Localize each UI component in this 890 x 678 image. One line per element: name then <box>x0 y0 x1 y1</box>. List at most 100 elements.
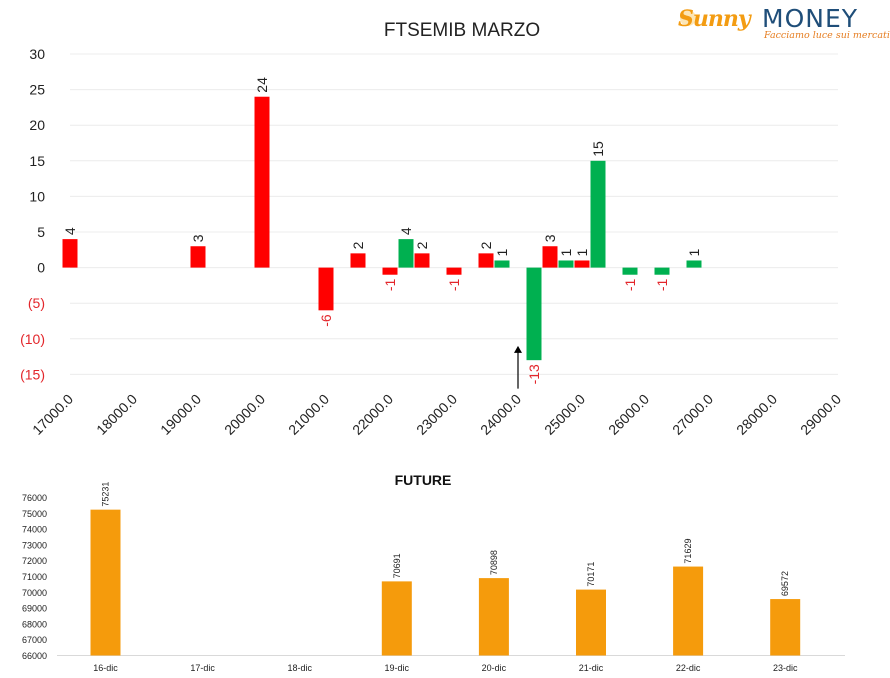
x-tick-label: 22-dic <box>676 663 701 673</box>
data-label: 1 <box>574 248 590 256</box>
y-tick-label: (5) <box>28 295 45 311</box>
data-label: 70171 <box>586 562 596 587</box>
y-tick-label: 72000 <box>22 556 47 566</box>
data-label: -1 <box>382 279 398 292</box>
y-tick-label: 76000 <box>22 493 47 503</box>
data-label: -6 <box>318 314 334 327</box>
data-label: 2 <box>350 241 366 249</box>
bar <box>90 509 121 656</box>
bar <box>494 260 510 268</box>
data-label: -13 <box>526 364 542 384</box>
bar <box>381 581 412 656</box>
data-label: 15 <box>590 141 606 157</box>
data-label: 70898 <box>489 550 499 575</box>
y-tick-label: 67000 <box>22 635 47 645</box>
x-tick-label: 22000.0 <box>349 391 396 438</box>
data-label: 1 <box>686 248 702 256</box>
x-tick-label: 27000.0 <box>669 391 716 438</box>
data-label: 75231 <box>101 482 111 507</box>
x-tick-label: 16-dic <box>93 663 118 673</box>
x-tick-label: 18-dic <box>287 663 312 673</box>
x-tick-label: 20000.0 <box>221 391 268 438</box>
x-tick-label: 17-dic <box>190 663 215 673</box>
y-tick-label: 75000 <box>22 509 47 519</box>
x-tick-label: 20-dic <box>482 663 507 673</box>
bar <box>414 253 430 268</box>
y-tick-label: (15) <box>20 366 45 382</box>
x-tick-label: 28000.0 <box>733 391 780 438</box>
y-tick-label: (10) <box>20 331 45 347</box>
data-label: 1 <box>494 248 510 256</box>
data-label: 71629 <box>683 539 693 564</box>
sunny-money-logo: Sunny MONEY Facciamo luce sui mercati <box>678 4 890 44</box>
data-label: 3 <box>542 234 558 242</box>
x-tick-label: 18000.0 <box>93 391 140 438</box>
bar <box>686 260 702 268</box>
x-tick-label: 25000.0 <box>541 391 588 438</box>
x-tick-label: 19000.0 <box>157 391 204 438</box>
sun-icon <box>680 10 696 26</box>
bar <box>254 96 270 268</box>
bar <box>318 267 334 311</box>
ftsemib-chart: FTSEMIB MARZO 30 25 20 15 10 5 0 (5) (10) (15) 4 3 2… <box>20 20 844 438</box>
x-tick-label: 17000.0 <box>29 391 76 438</box>
arrow-head-icon <box>514 345 522 353</box>
x-tick-label: 19-dic <box>385 663 410 673</box>
y-tick-label: 0 <box>37 260 45 276</box>
data-label: 4 <box>398 227 414 235</box>
y-tick-label: 20 <box>29 117 45 133</box>
bar <box>558 260 574 268</box>
data-label: 69572 <box>780 571 790 596</box>
data-label: 24 <box>254 77 270 93</box>
y-tick-label: 68000 <box>22 619 47 629</box>
bar <box>350 253 366 268</box>
bar <box>478 578 509 656</box>
data-label: -1 <box>654 279 670 292</box>
x-tick-label: 23-dic <box>773 663 798 673</box>
logo-brand-sunny: Sunny <box>678 6 751 32</box>
bar <box>654 267 670 275</box>
x-tick-label: 29000.0 <box>797 391 844 438</box>
y-tick-label: 74000 <box>22 525 47 535</box>
bar <box>673 566 704 656</box>
bar <box>526 267 542 361</box>
data-label: 4 <box>62 227 78 235</box>
data-label: 2 <box>414 241 430 249</box>
bar <box>446 267 462 275</box>
y-tick-label: 71000 <box>22 572 47 582</box>
data-label: 1 <box>558 248 574 256</box>
bar <box>574 260 590 268</box>
bar <box>542 246 558 268</box>
data-label: -1 <box>446 279 462 292</box>
data-label: 70691 <box>392 553 402 578</box>
y-tick-label: 69000 <box>22 604 47 614</box>
y-tick-label: 30 <box>29 46 45 62</box>
data-label: -1 <box>622 279 638 292</box>
y-tick-label: 66000 <box>22 651 47 661</box>
bar <box>576 589 606 656</box>
chart-title: FTSEMIB MARZO <box>384 20 540 41</box>
bar <box>398 239 414 268</box>
data-label: 3 <box>190 234 206 242</box>
y-tick-label: 5 <box>37 224 45 240</box>
y-tick-label: 15 <box>29 153 45 169</box>
x-tick-label: 21-dic <box>579 663 604 673</box>
y-tick-label: 73000 <box>22 540 47 550</box>
bar <box>478 253 494 268</box>
y-tick-label: 70000 <box>22 588 47 598</box>
bar <box>622 267 638 275</box>
bar <box>590 160 606 268</box>
logo-tagline: Facciamo luce sui mercati <box>764 30 890 41</box>
chart-title: FUTURE <box>395 472 452 488</box>
y-tick-label: 25 <box>29 82 45 98</box>
logo-brand-money: MONEY <box>762 4 859 33</box>
bar <box>770 599 801 656</box>
bar <box>62 239 78 268</box>
bar <box>190 246 206 268</box>
future-chart: FUTURE 76000 75000 74000 73000 72000 71000 700… <box>22 472 845 673</box>
y-tick-label: 10 <box>29 188 45 204</box>
bar <box>382 267 398 275</box>
x-tick-label: 26000.0 <box>605 391 652 438</box>
data-label: 2 <box>478 241 494 249</box>
x-tick-label: 23000.0 <box>413 391 460 438</box>
